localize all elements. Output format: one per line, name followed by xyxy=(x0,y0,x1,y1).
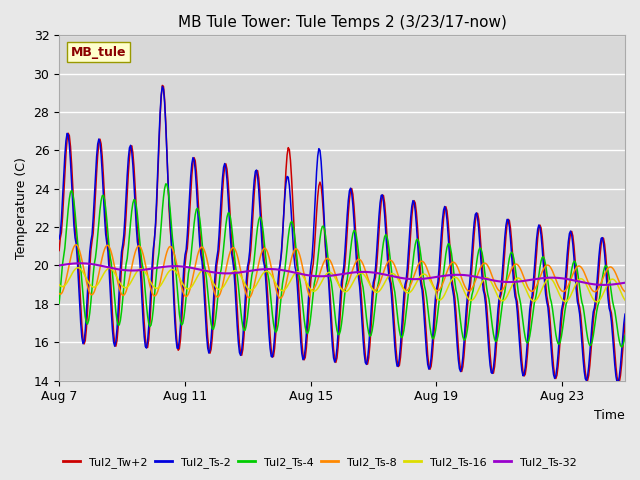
Text: MB_tule: MB_tule xyxy=(70,46,126,59)
Y-axis label: Temperature (C): Temperature (C) xyxy=(15,157,28,259)
Legend: Tul2_Tw+2, Tul2_Ts-2, Tul2_Ts-4, Tul2_Ts-8, Tul2_Ts-16, Tul2_Ts-32: Tul2_Tw+2, Tul2_Ts-2, Tul2_Ts-4, Tul2_Ts… xyxy=(59,452,581,472)
X-axis label: Time: Time xyxy=(595,409,625,422)
Title: MB Tule Tower: Tule Temps 2 (3/23/17-now): MB Tule Tower: Tule Temps 2 (3/23/17-now… xyxy=(178,15,506,30)
